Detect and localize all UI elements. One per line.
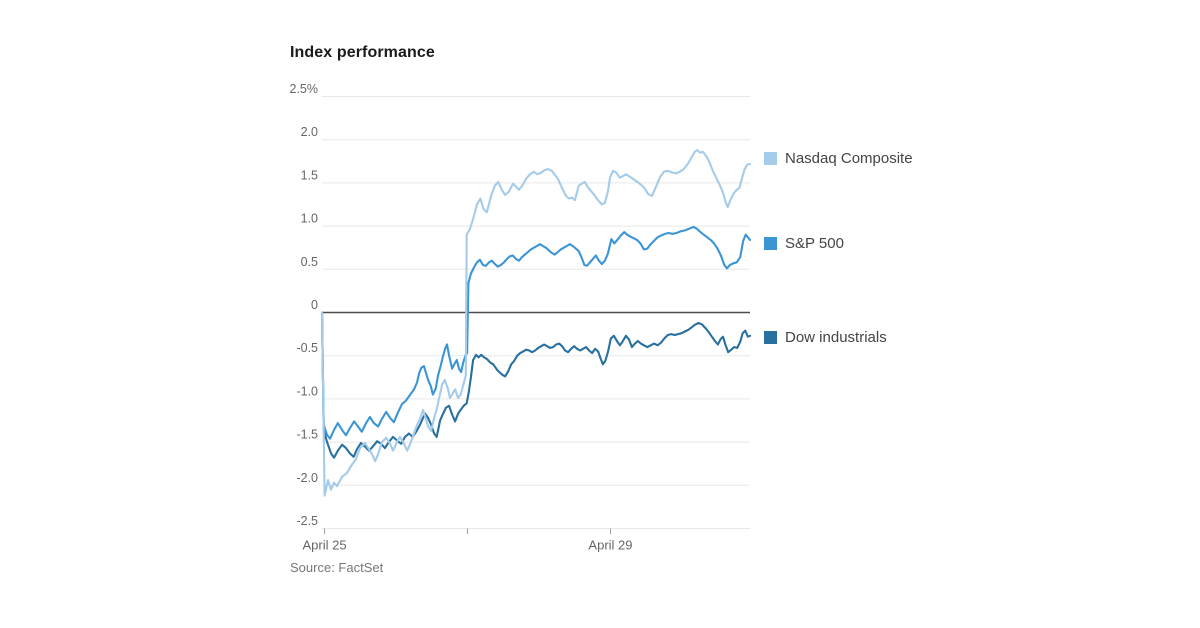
svg-text:0: 0 xyxy=(311,298,318,312)
series-line-s-p-500 xyxy=(320,225,752,440)
svg-text:0.5: 0.5 xyxy=(301,255,318,269)
svg-text:1.5: 1.5 xyxy=(301,168,318,182)
svg-text:2.0: 2.0 xyxy=(301,125,318,139)
x-axis: April 25 April 29 xyxy=(303,528,633,553)
sp500-series-swatch-icon xyxy=(764,236,777,250)
gridlines xyxy=(322,96,750,529)
source-note: Source: FactSet xyxy=(290,560,384,575)
svg-text:-2.5: -2.5 xyxy=(296,514,318,528)
legend-item-nasdaq-composite: Nasdaq Composite xyxy=(764,149,913,167)
svg-text:-2.0: -2.0 xyxy=(296,471,318,485)
svg-text:-0.5: -0.5 xyxy=(296,341,318,355)
legend-label: Dow industrials xyxy=(785,328,887,346)
dow-series-swatch-icon xyxy=(764,330,777,344)
series-line-nasdaq-composite xyxy=(320,149,752,497)
svg-text:-1.0: -1.0 xyxy=(296,384,318,398)
svg-text:1.0: 1.0 xyxy=(301,212,318,226)
nasdaq-series-swatch-icon xyxy=(764,151,777,165)
svg-text:April 25: April 25 xyxy=(303,538,347,553)
chart-title: Index performance xyxy=(290,44,435,61)
series-lines xyxy=(320,149,752,497)
legend-item-sp-500: S&P 500 xyxy=(764,234,844,252)
svg-text:2.5%: 2.5% xyxy=(290,82,319,96)
y-axis-labels: 2.5% 2.0 1.5 1.0 0.5 0 -0.5 -1.0 -1.5 -2.0 -2.5 xyxy=(290,82,319,528)
svg-text:-1.5: -1.5 xyxy=(296,428,318,442)
legend-item-dow-industrials: Dow industrials xyxy=(764,328,887,346)
svg-text:April 29: April 29 xyxy=(588,538,632,553)
legend-label: S&P 500 xyxy=(785,234,844,252)
series-line-dow-industrials xyxy=(320,311,752,459)
legend-label: Nasdaq Composite xyxy=(785,149,913,167)
